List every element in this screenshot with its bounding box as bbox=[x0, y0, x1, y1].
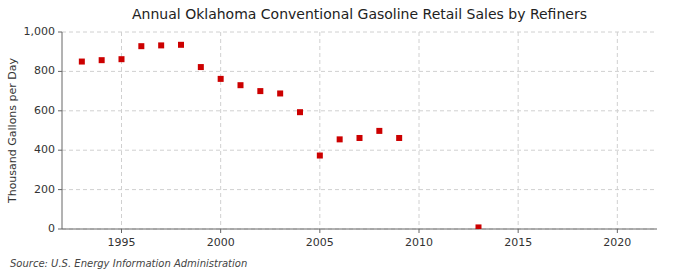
point bbox=[337, 136, 343, 142]
y-grid-line bbox=[62, 229, 657, 230]
plot-background bbox=[62, 32, 657, 229]
source: Source: U.S. Energy Information Administ… bbox=[10, 258, 247, 269]
x-tick bbox=[121, 229, 122, 233]
y-tick bbox=[58, 71, 62, 72]
y-grid-line bbox=[62, 150, 657, 151]
y-grid-line bbox=[62, 71, 657, 72]
point bbox=[317, 153, 323, 159]
x-tick-label: 2020 bbox=[603, 236, 631, 249]
x-axis-line bbox=[62, 229, 657, 230]
chart-svg: 0 200 400 600 800 1,000 1995 2000 2005 2010 2015 20… bbox=[0, 0, 675, 275]
x-tick bbox=[617, 229, 618, 233]
x-grid-line bbox=[617, 32, 618, 229]
x-tick-label: 2005 bbox=[306, 236, 334, 249]
y-tick bbox=[58, 150, 62, 151]
x-tick-label: 1995 bbox=[108, 236, 136, 249]
y-tick-label: 0 bbox=[48, 222, 55, 235]
point bbox=[357, 135, 363, 141]
x-grid-line bbox=[220, 32, 221, 229]
point bbox=[476, 224, 482, 229]
y-tick bbox=[58, 32, 62, 33]
y-tick-label: 400 bbox=[34, 143, 55, 156]
chart-container: 0 200 400 600 800 1,000 1995 2000 2005 2010 2015 20… bbox=[0, 0, 675, 275]
x-tick bbox=[319, 229, 320, 233]
x-grid-line bbox=[419, 32, 420, 229]
x-tick bbox=[518, 229, 519, 233]
y-tick bbox=[58, 110, 62, 111]
y-axis-line bbox=[62, 32, 63, 229]
y-grid-line bbox=[62, 189, 657, 190]
point bbox=[158, 42, 164, 48]
y-tick-label: 200 bbox=[34, 183, 55, 196]
point bbox=[238, 82, 244, 88]
y-tick bbox=[58, 229, 62, 230]
x-tick-label: 2000 bbox=[207, 236, 235, 249]
axes: 0 200 400 600 800 1,000 1995 2000 2005 2010 2015 20… bbox=[24, 25, 658, 249]
y-tick-label: 1,000 bbox=[24, 25, 56, 38]
point bbox=[376, 128, 382, 134]
points bbox=[79, 42, 482, 229]
point bbox=[218, 76, 224, 82]
point bbox=[178, 42, 184, 48]
point bbox=[198, 64, 204, 70]
point bbox=[257, 88, 263, 94]
point bbox=[277, 90, 283, 96]
point bbox=[297, 109, 303, 115]
y-axis-label: Thousand Gallons per Day bbox=[6, 57, 19, 204]
x-grid-line bbox=[518, 32, 519, 229]
title: Annual Oklahoma Conventional Gasoline Re… bbox=[132, 6, 587, 22]
x-tick bbox=[220, 229, 221, 233]
x-grid-line bbox=[319, 32, 320, 229]
grid bbox=[62, 32, 657, 229]
point bbox=[396, 135, 402, 141]
point bbox=[119, 56, 125, 62]
x-tick bbox=[419, 229, 420, 233]
x-tick-label: 2015 bbox=[504, 236, 532, 249]
point bbox=[138, 43, 144, 49]
point bbox=[79, 59, 85, 65]
y-grid-line bbox=[62, 110, 657, 111]
y-tick-label: 800 bbox=[34, 64, 55, 77]
y-tick bbox=[58, 189, 62, 190]
point bbox=[99, 57, 105, 63]
y-tick-label: 600 bbox=[34, 104, 55, 117]
x-tick-label: 2010 bbox=[405, 236, 433, 249]
y-grid-line bbox=[62, 32, 657, 33]
